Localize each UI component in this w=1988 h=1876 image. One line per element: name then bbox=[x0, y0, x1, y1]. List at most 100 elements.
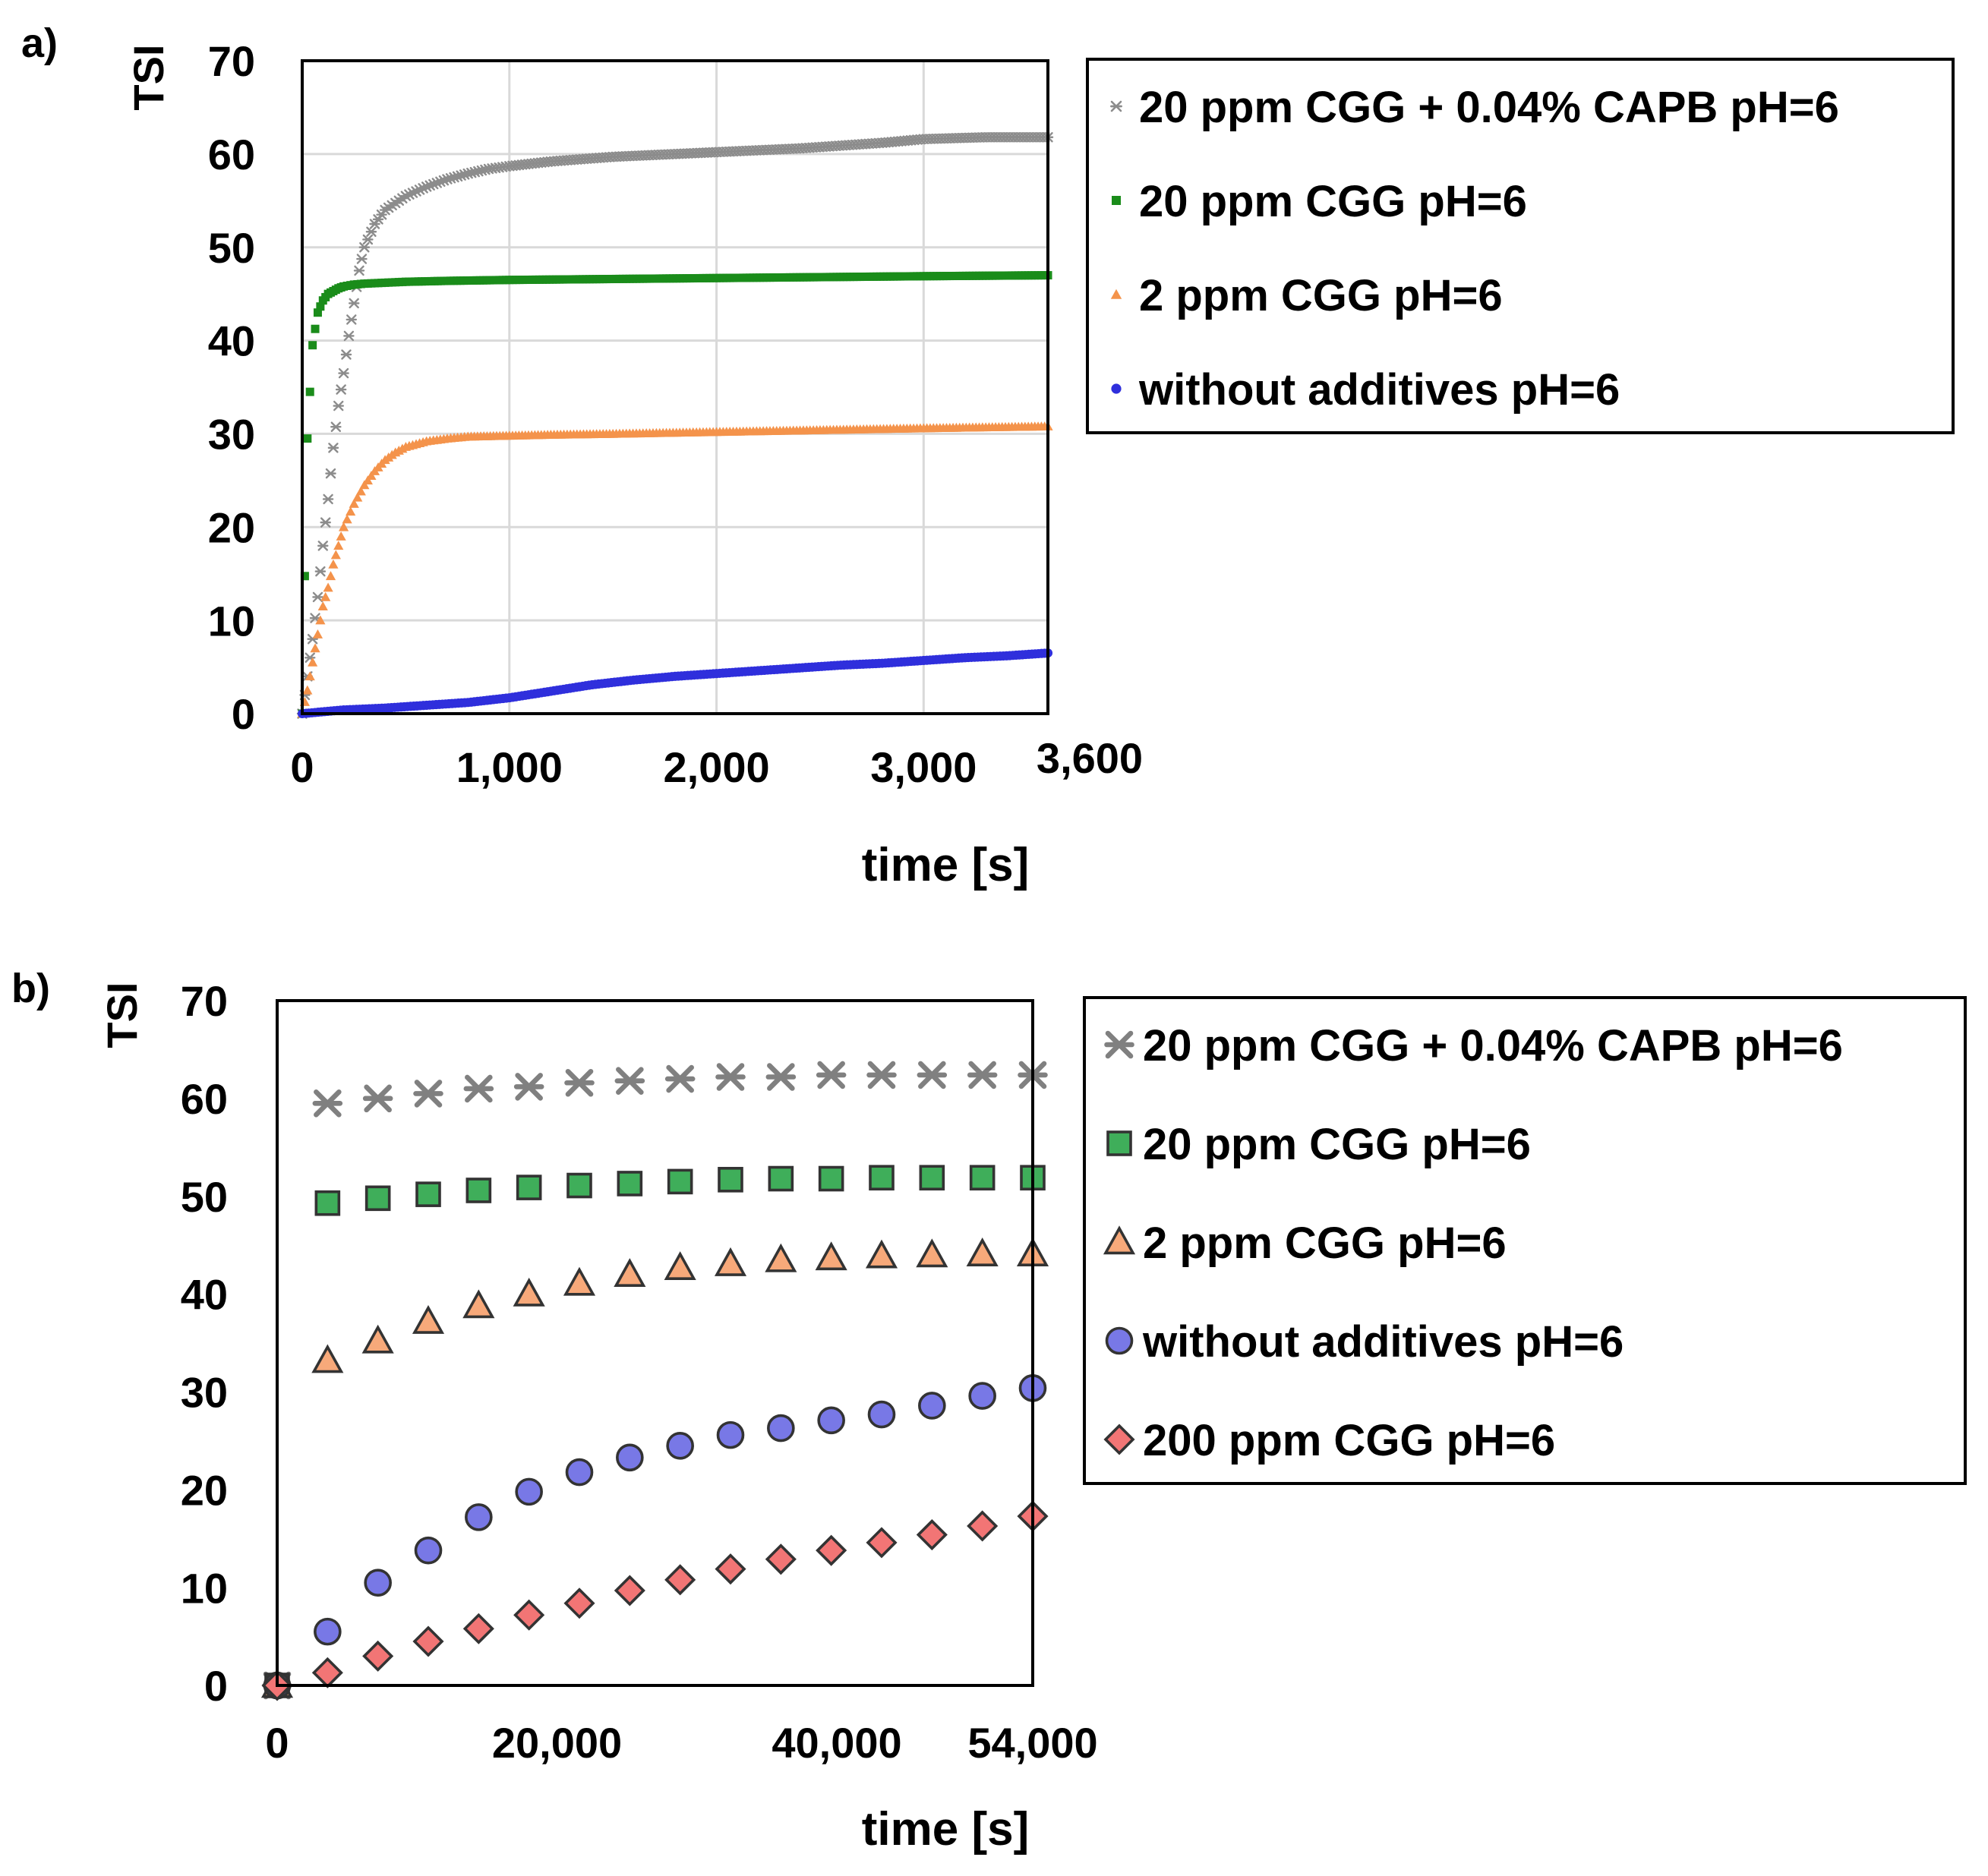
x-axis-label-a: time [s] bbox=[862, 839, 1029, 891]
data-point bbox=[614, 1067, 645, 1095]
x-axis-label-b: time [s] bbox=[862, 1803, 1029, 1856]
data-point bbox=[566, 1172, 592, 1199]
data-point bbox=[333, 541, 344, 550]
plot-frame-b bbox=[276, 999, 1034, 1687]
data-point bbox=[317, 541, 329, 551]
legend-label: 20 ppm CGG pH=6 bbox=[1139, 177, 1527, 226]
data-point bbox=[362, 1640, 394, 1672]
data-point bbox=[366, 471, 377, 480]
y-tick-label: 10 bbox=[181, 1564, 228, 1612]
data-point bbox=[565, 1458, 594, 1487]
data-point bbox=[617, 1171, 643, 1197]
data-point bbox=[414, 1536, 443, 1565]
data-point bbox=[869, 1165, 895, 1191]
data-point bbox=[316, 302, 325, 311]
data-point bbox=[325, 468, 336, 479]
data-point bbox=[311, 324, 320, 333]
series-2-ppm-cgg-ph-6 bbox=[260, 1238, 1049, 1698]
data-point bbox=[312, 1089, 343, 1118]
data-point bbox=[311, 1344, 344, 1373]
data-point bbox=[867, 1400, 896, 1429]
data-point bbox=[966, 1238, 999, 1266]
data-point bbox=[917, 1061, 948, 1089]
legend-box bbox=[1083, 996, 1967, 1485]
data-point bbox=[314, 566, 327, 577]
data-point bbox=[516, 1174, 542, 1200]
data-point bbox=[818, 1165, 844, 1192]
ticks-b: 0 10 20 30 40 50 60 70 0 20,000 40,000 54,000 bbox=[181, 977, 1098, 1767]
data-point bbox=[413, 1080, 443, 1108]
data-point bbox=[346, 314, 358, 325]
data-point bbox=[327, 443, 339, 453]
data-point bbox=[364, 1185, 391, 1212]
legend-label: 20 ppm CGG + 0.04% CAPB pH=6 bbox=[1139, 83, 1839, 132]
data-point bbox=[465, 1503, 493, 1531]
data-point bbox=[462, 1289, 495, 1319]
data-point bbox=[715, 1553, 746, 1585]
y-tick-label: 20 bbox=[208, 503, 255, 551]
x-tick-label: 0 bbox=[265, 1719, 289, 1767]
data-point bbox=[346, 506, 356, 516]
data-point bbox=[563, 1588, 595, 1619]
x-tick-label: 2,000 bbox=[663, 743, 769, 791]
data-point bbox=[919, 1165, 945, 1191]
data-point bbox=[320, 517, 331, 528]
y-tick-label: 20 bbox=[181, 1466, 228, 1514]
y-tick-label: 60 bbox=[208, 131, 255, 178]
y-tick-label: 70 bbox=[208, 37, 255, 85]
data-point bbox=[714, 1247, 747, 1276]
data-point bbox=[462, 1613, 494, 1644]
data-point bbox=[320, 591, 331, 601]
y-tick-label: 50 bbox=[181, 1173, 228, 1221]
y-tick-label: 40 bbox=[181, 1271, 228, 1319]
data-point bbox=[614, 1575, 645, 1606]
data-point bbox=[513, 1073, 544, 1101]
data-point bbox=[312, 629, 323, 638]
y-tick-label: 70 bbox=[181, 977, 228, 1025]
data-point bbox=[513, 1277, 545, 1307]
series-without-additives-ph-6 bbox=[297, 648, 1053, 719]
data-point bbox=[664, 1564, 696, 1596]
data-point bbox=[765, 1243, 797, 1272]
legend-marker bbox=[1103, 1424, 1135, 1455]
data-point bbox=[359, 480, 370, 490]
data-point bbox=[313, 308, 322, 317]
data-point bbox=[322, 493, 334, 505]
data-point bbox=[328, 559, 339, 569]
data-point bbox=[305, 671, 315, 681]
data-point bbox=[314, 1190, 341, 1216]
data-point bbox=[323, 582, 333, 592]
data-point bbox=[361, 1324, 394, 1354]
data-point bbox=[718, 1167, 743, 1193]
data-point bbox=[338, 522, 349, 531]
data-point bbox=[513, 1599, 545, 1631]
y-axis-label-b: TSI bbox=[98, 982, 146, 1048]
legend-marker bbox=[1110, 100, 1122, 112]
panel-label-b: b) bbox=[11, 966, 50, 1011]
data-point bbox=[815, 1241, 847, 1271]
data-point bbox=[865, 1239, 898, 1269]
data-point bbox=[349, 498, 359, 508]
legend-marker bbox=[1103, 1225, 1136, 1255]
data-point bbox=[338, 367, 349, 379]
data-point bbox=[325, 571, 336, 581]
data-point bbox=[614, 1258, 646, 1287]
series-20-ppm-cgg-0-04-capb-ph-6 bbox=[296, 132, 1054, 719]
data-point bbox=[317, 601, 328, 610]
legend-marker bbox=[1104, 1030, 1134, 1059]
legend-marker bbox=[1111, 383, 1122, 394]
x-tick-label: 0 bbox=[290, 743, 314, 791]
data-point bbox=[768, 1165, 794, 1192]
data-point bbox=[666, 1432, 694, 1460]
data-point bbox=[300, 572, 309, 581]
data-point bbox=[667, 1168, 693, 1195]
data-point bbox=[816, 1061, 847, 1089]
data-point bbox=[311, 1657, 343, 1688]
panel-label-a: a) bbox=[21, 20, 58, 66]
data-point bbox=[415, 1181, 441, 1207]
data-point bbox=[918, 1392, 946, 1420]
legend-box bbox=[1086, 58, 1955, 434]
data-point bbox=[340, 349, 352, 360]
legend-label: 2 ppm CGG pH=6 bbox=[1143, 1219, 1507, 1268]
data-point bbox=[343, 330, 355, 342]
